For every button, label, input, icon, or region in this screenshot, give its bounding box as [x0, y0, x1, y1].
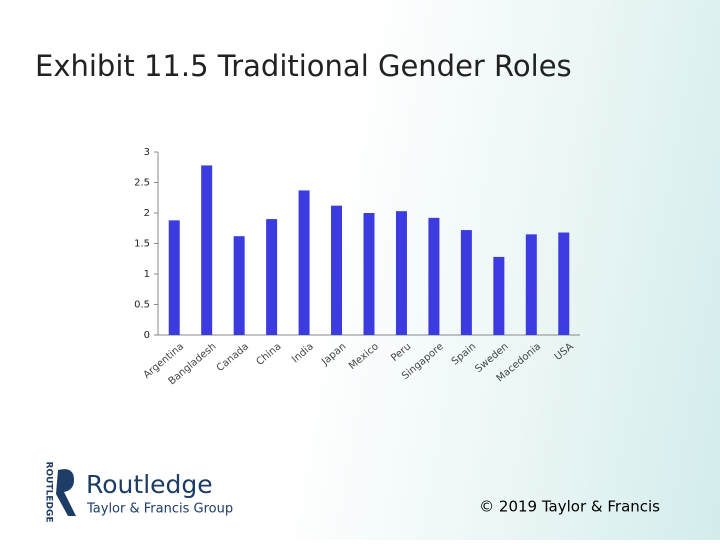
x-tick-label: China: [255, 341, 284, 368]
y-tick-label: 0.5: [134, 300, 150, 311]
x-tick-label: Peru: [389, 341, 413, 364]
x-tick-label: Japan: [319, 341, 348, 368]
logo-mark: [56, 469, 76, 516]
x-tick-label: India: [290, 341, 316, 365]
bar: [525, 234, 537, 335]
bar: [558, 232, 570, 335]
y-tick-label: 1.5: [134, 239, 150, 250]
y-tick-label: 0: [144, 330, 150, 341]
copyright: © 2019 Taylor & Francis: [479, 498, 660, 516]
bar: [428, 217, 440, 335]
chart-title: Exhibit 11.5 Traditional Gender Roles: [35, 49, 572, 83]
y-tick-label: 3: [144, 147, 150, 158]
y-tick-label: 1: [144, 269, 150, 280]
y-tick-label: 2: [144, 208, 150, 219]
logo: ROUTLEDGE Routledge Taylor & Francis Gro…: [44, 462, 234, 523]
logo-side-text: ROUTLEDGE: [44, 462, 54, 523]
bar: [266, 219, 278, 335]
bar: [298, 190, 310, 335]
bar: [233, 236, 245, 335]
x-tick-label: USA: [553, 341, 576, 363]
logo-name: Routledge: [86, 470, 213, 499]
y-tick-label: 2.5: [134, 178, 150, 189]
bar: [331, 205, 343, 335]
x-tick-label: Canada: [215, 341, 251, 374]
bar: [201, 165, 213, 335]
bar: [168, 220, 180, 335]
x-tick-label: Mexico: [347, 341, 381, 372]
x-tick-label: Spain: [450, 341, 478, 367]
logo-group: Taylor & Francis Group: [86, 502, 233, 517]
bar: [493, 256, 505, 335]
bar: [363, 213, 375, 335]
bar: [460, 230, 472, 335]
bar: [395, 211, 407, 335]
